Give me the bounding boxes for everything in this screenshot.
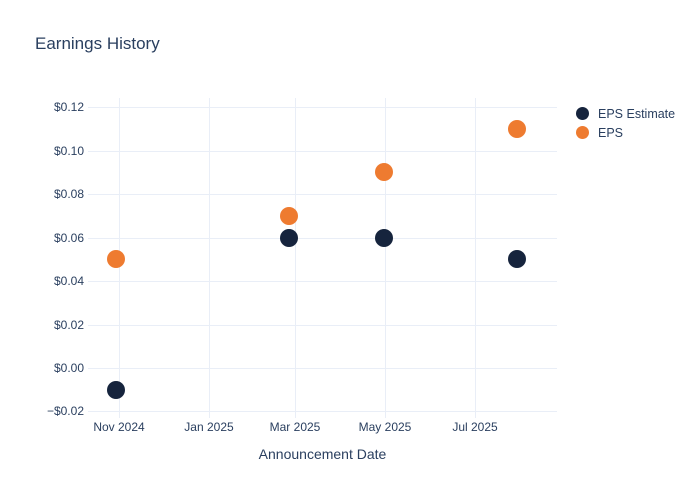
data-point-eps-estimate[interactable]	[280, 229, 298, 247]
y-gridline	[88, 194, 557, 195]
y-tick-label: $0.02	[53, 318, 84, 332]
y-gridline	[88, 411, 557, 412]
legend-item-eps-estimate[interactable]: EPS Estimate	[576, 104, 675, 123]
x-gridline	[295, 98, 296, 413]
x-tick-mark	[119, 413, 120, 418]
x-gridline	[475, 98, 476, 413]
y-tick-label: −$0.02	[46, 404, 84, 418]
x-tick-label: Nov 2024	[93, 420, 145, 434]
x-gridline	[385, 98, 386, 413]
data-point-eps[interactable]	[508, 120, 526, 138]
x-tick-mark	[475, 413, 476, 418]
x-tick-label: Jan 2025	[184, 420, 234, 434]
y-gridline	[88, 368, 557, 369]
data-point-eps[interactable]	[375, 163, 393, 181]
y-gridline	[88, 325, 557, 326]
data-point-eps-estimate[interactable]	[508, 250, 526, 268]
legend-marker-icon	[576, 126, 589, 139]
x-tick-label: Mar 2025	[269, 420, 321, 434]
data-point-eps-estimate[interactable]	[107, 381, 125, 399]
y-tick-label: $0.08	[53, 187, 84, 201]
legend-item-eps[interactable]: EPS	[576, 123, 675, 142]
y-gridline	[88, 151, 557, 152]
x-tick-mark	[295, 413, 296, 418]
plot-area[interactable]	[88, 98, 557, 413]
y-tick-label: $0.10	[53, 144, 84, 158]
legend-marker-icon	[576, 107, 589, 120]
legend-label: EPS	[598, 125, 624, 140]
y-tick-label: $0.04	[53, 274, 84, 288]
legend: EPS Estimate EPS	[576, 104, 675, 142]
x-axis-title: Announcement Date	[258, 446, 387, 462]
data-point-eps-estimate[interactable]	[375, 229, 393, 247]
y-tick-label: $0.00	[53, 361, 84, 375]
x-tick-mark	[385, 413, 386, 418]
data-point-eps[interactable]	[280, 207, 298, 225]
y-tick-label: $0.06	[53, 231, 84, 245]
chart-title: Earnings History	[35, 34, 160, 53]
legend-label: EPS Estimate	[598, 106, 676, 121]
data-point-eps[interactable]	[107, 250, 125, 268]
y-gridline	[88, 238, 557, 239]
y-tick-label: $0.12	[53, 100, 84, 114]
x-tick-label: May 2025	[358, 420, 412, 434]
x-tick-mark	[209, 413, 210, 418]
x-gridline	[209, 98, 210, 413]
x-tick-label: Jul 2025	[452, 420, 498, 434]
y-gridline	[88, 281, 557, 282]
y-gridline	[88, 107, 557, 108]
